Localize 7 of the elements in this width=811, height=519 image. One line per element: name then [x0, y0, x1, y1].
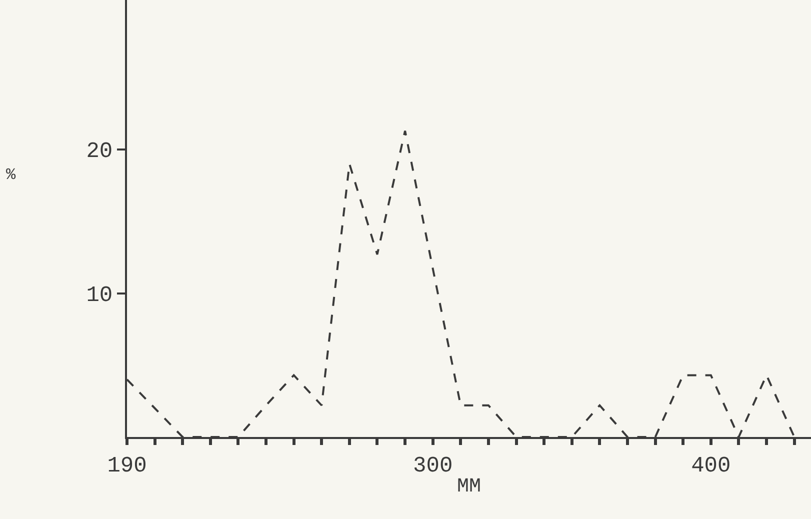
x-tick-label: 400 — [691, 453, 731, 478]
x-tick-label: 190 — [107, 453, 147, 478]
y-axis-title: % — [6, 166, 16, 184]
y-tick-label: 10 — [86, 282, 113, 308]
x-axis-title: MM — [456, 475, 482, 498]
x-tick-label: 300 — [413, 453, 453, 478]
y-tick-label: 20 — [86, 139, 113, 164]
